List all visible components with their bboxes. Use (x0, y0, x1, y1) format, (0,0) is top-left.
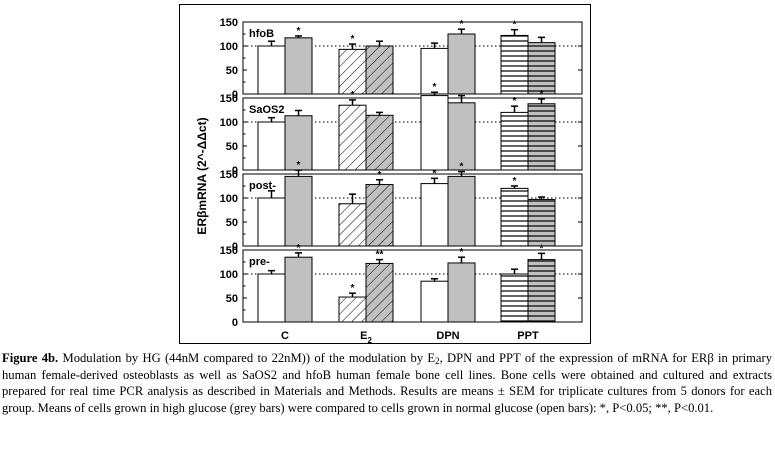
bar (447, 102, 476, 171)
bar (257, 197, 286, 247)
y-tick-label: 0 (232, 317, 238, 329)
significance-marker: * (297, 243, 301, 254)
bar (284, 37, 313, 95)
bar (527, 103, 556, 171)
x-category-label: PPT (517, 330, 539, 342)
x-category-label: C (281, 330, 289, 342)
bar (338, 203, 367, 247)
x-category-label: E2 (360, 330, 372, 345)
panel-label: post- (249, 180, 276, 192)
y-tick-label: 100 (220, 117, 238, 129)
bar (365, 262, 394, 323)
significance-marker: * (433, 82, 437, 93)
panel-label: pre- (249, 256, 270, 268)
bar (284, 175, 313, 247)
y-tick-label: 100 (220, 193, 238, 205)
bar (284, 256, 313, 323)
bar (338, 48, 367, 95)
bar (447, 33, 476, 95)
bar (420, 280, 449, 323)
y-tick-label: 150 (220, 245, 238, 257)
significance-marker: * (540, 89, 544, 100)
bar (500, 111, 529, 171)
bar (420, 183, 449, 247)
significance-marker: * (351, 34, 355, 45)
significance-marker: * (513, 176, 517, 187)
figure-caption: Figure 4b. Modulation by HG (44nM compar… (2, 350, 772, 416)
significance-marker: * (460, 162, 464, 173)
bar (365, 114, 394, 171)
bar (338, 104, 367, 171)
bar (500, 34, 529, 95)
y-tick-label: 100 (220, 269, 238, 281)
significance-marker: * (513, 20, 517, 31)
significance-marker: * (433, 168, 437, 179)
y-tick-label: 50 (226, 293, 238, 305)
caption-subscript: 2 (435, 356, 440, 366)
significance-marker: ** (376, 250, 384, 261)
caption-text-part1: Modulation by HG (44nM compared to 22nM)… (58, 351, 436, 365)
significance-marker: * (351, 90, 355, 101)
bar (257, 121, 286, 171)
bar (365, 184, 394, 247)
significance-marker: * (297, 160, 301, 171)
bar (447, 262, 476, 323)
significance-marker: * (540, 243, 544, 254)
bar (420, 95, 449, 171)
y-tick-label: 150 (220, 169, 238, 181)
bar (257, 273, 286, 323)
y-axis-label: ERβmRNA (2^-ΔΔct) (195, 117, 209, 234)
y-tick-label: 150 (220, 93, 238, 105)
panel-label: SaOS2 (249, 104, 284, 116)
y-tick-label: 50 (226, 65, 238, 77)
significance-marker: * (351, 283, 355, 294)
y-tick-label: 0 (232, 241, 238, 253)
significance-marker: * (513, 96, 517, 107)
y-tick-label: 100 (220, 41, 238, 53)
significance-marker: * (378, 170, 382, 181)
bar (527, 198, 556, 247)
panel-label: hfoB (249, 28, 274, 40)
y-tick-label: 150 (220, 17, 238, 29)
caption-text-part2: , DPN and PPT of the expression of mRNA … (2, 351, 772, 415)
x-category-label: DPN (436, 330, 459, 342)
y-tick-label: 0 (232, 165, 238, 177)
bar (527, 42, 556, 95)
y-tick-label: 50 (226, 217, 238, 229)
bar (500, 187, 529, 247)
y-tick-label: 50 (226, 141, 238, 153)
caption-label: Figure 4b. (2, 351, 59, 365)
bar (500, 273, 529, 323)
bar (257, 45, 286, 95)
bar (527, 259, 556, 323)
significance-marker: * (297, 26, 301, 37)
bar (447, 175, 476, 247)
bar (338, 296, 367, 323)
significance-marker: * (460, 247, 464, 258)
bar (365, 45, 394, 95)
y-tick-label: 0 (232, 89, 238, 101)
figure-frame (179, 4, 591, 344)
significance-marker: * (460, 19, 464, 30)
